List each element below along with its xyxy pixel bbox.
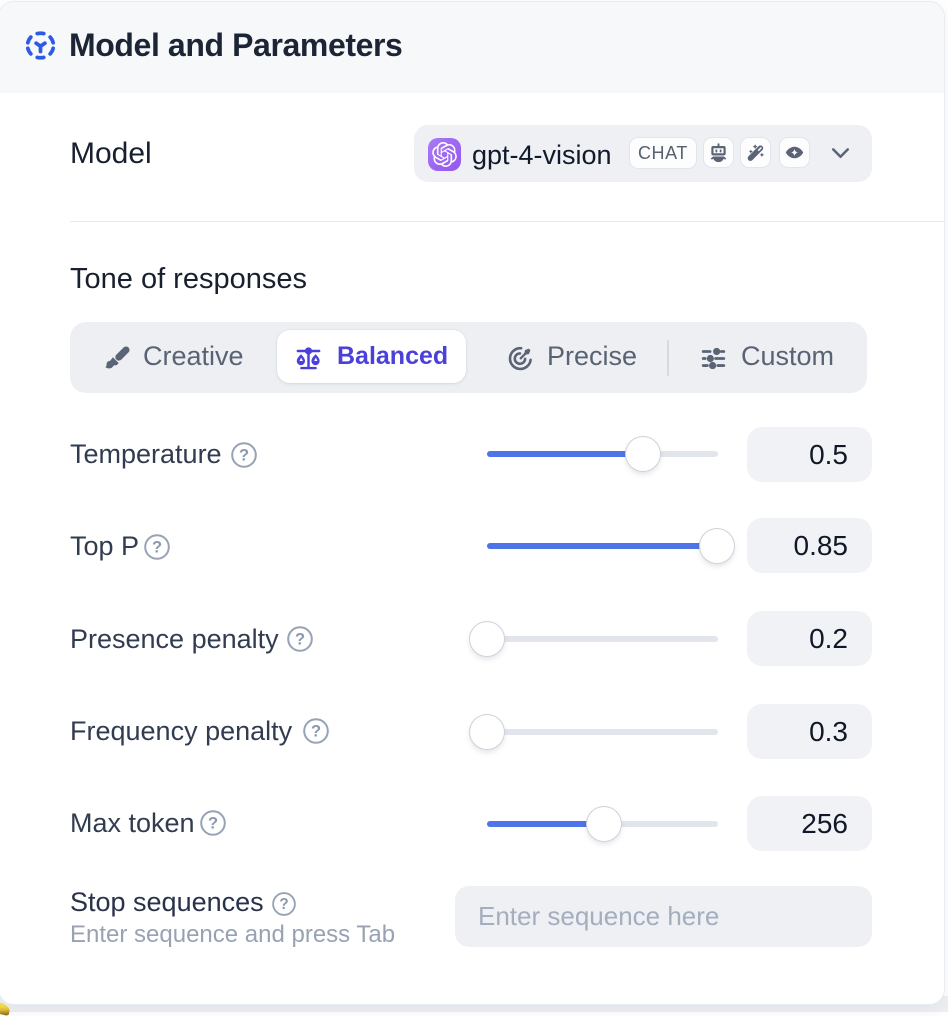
svg-text:?: ? (239, 446, 249, 464)
svg-text:?: ? (295, 630, 305, 648)
svg-text:?: ? (152, 538, 162, 556)
svg-text:?: ? (279, 896, 288, 913)
svg-text:?: ? (311, 722, 321, 740)
svg-text:?: ? (208, 814, 218, 832)
